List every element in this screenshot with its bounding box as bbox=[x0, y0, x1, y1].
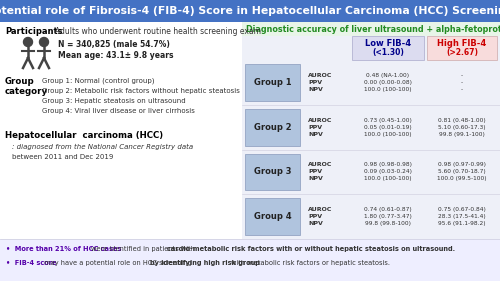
Text: N = 340,825 (male 54.7%): N = 340,825 (male 54.7%) bbox=[58, 40, 170, 49]
Circle shape bbox=[24, 37, 32, 46]
Text: AUROC: AUROC bbox=[308, 118, 332, 123]
Text: Group 2: Metabolic risk factors without hepatic steatosis: Group 2: Metabolic risk factors without … bbox=[42, 87, 240, 94]
Text: (>2.67): (>2.67) bbox=[446, 47, 478, 56]
Text: AUROC: AUROC bbox=[308, 162, 332, 167]
Bar bbox=[427, 36, 497, 60]
Text: Potential role of Fibrosis-4 (FIB-4) Score in Hepatocellular Carcinoma (HCC) Scr: Potential role of Fibrosis-4 (FIB-4) Sco… bbox=[0, 6, 500, 16]
Text: : diagnosed from the National Cancer Registry data: : diagnosed from the National Cancer Reg… bbox=[12, 144, 193, 150]
Bar bbox=[0, 0, 500, 22]
Text: 0.48 (NA-1.00): 0.48 (NA-1.00) bbox=[366, 73, 410, 78]
Text: Hepatocellular  carcinoma (HCC): Hepatocellular carcinoma (HCC) bbox=[5, 131, 163, 140]
Bar bbox=[245, 153, 300, 190]
Text: AUROC: AUROC bbox=[308, 207, 332, 212]
Text: Group 1: Normal (control group): Group 1: Normal (control group) bbox=[42, 77, 154, 83]
Text: Mean age: 43.1± 9.8 years: Mean age: 43.1± 9.8 years bbox=[58, 51, 174, 60]
Text: -: - bbox=[461, 87, 463, 92]
Text: NPV: NPV bbox=[308, 132, 323, 137]
Text: Group 1: Group 1 bbox=[254, 78, 292, 87]
Text: 0.00 (0.00-0.08): 0.00 (0.00-0.08) bbox=[364, 80, 412, 85]
Text: cardio-metabolic risk factors with or without hepatic steatosis on ultrasound.: cardio-metabolic risk factors with or wi… bbox=[167, 246, 456, 252]
Text: High FIB-4: High FIB-4 bbox=[438, 40, 486, 49]
Text: (<1.30): (<1.30) bbox=[372, 47, 404, 56]
Text: 99.8 (99.1-100): 99.8 (99.1-100) bbox=[439, 132, 485, 137]
Text: 95.6 (91.1-98.2): 95.6 (91.1-98.2) bbox=[438, 221, 486, 226]
Text: between 2011 and Dec 2019: between 2011 and Dec 2019 bbox=[12, 154, 114, 160]
Text: 0.05 (0.01-0.19): 0.05 (0.01-0.19) bbox=[364, 125, 412, 130]
Text: 1.80 (0.77-3.47): 1.80 (0.77-3.47) bbox=[364, 214, 412, 219]
Text: Participants: Participants bbox=[5, 28, 62, 37]
Text: 0.73 (0.45-1.00): 0.73 (0.45-1.00) bbox=[364, 118, 412, 123]
Text: 0.81 (0.48-1.00): 0.81 (0.48-1.00) bbox=[438, 118, 486, 123]
Bar bbox=[0, 239, 500, 281]
Text: 28.3 (17.5-41.4): 28.3 (17.5-41.4) bbox=[438, 214, 486, 219]
Text: 0.98 (0.97-0.99): 0.98 (0.97-0.99) bbox=[438, 162, 486, 167]
Text: Low FIB-4: Low FIB-4 bbox=[365, 40, 411, 49]
Text: Group 4: Viral liver disease or liver cirrhosis: Group 4: Viral liver disease or liver ci… bbox=[42, 108, 195, 114]
Text: Group 4: Group 4 bbox=[254, 212, 292, 221]
Text: -: - bbox=[461, 73, 463, 78]
Text: Group 3: Group 3 bbox=[254, 167, 291, 176]
Text: : Adults who underwent routine health screening exam: : Adults who underwent routine health sc… bbox=[50, 28, 261, 37]
Text: 0.75 (0.67-0.84): 0.75 (0.67-0.84) bbox=[438, 207, 486, 212]
Text: -: - bbox=[461, 80, 463, 85]
Bar bbox=[352, 36, 424, 60]
Text: category: category bbox=[5, 87, 48, 96]
Text: by identifying high risk group: by identifying high risk group bbox=[150, 260, 262, 266]
Text: Group: Group bbox=[5, 77, 35, 86]
Text: 0.98 (0.98-0.98): 0.98 (0.98-0.98) bbox=[364, 162, 412, 167]
Bar bbox=[242, 22, 500, 36]
Text: Group 3: Hepatic steatosis on ultrasound: Group 3: Hepatic steatosis on ultrasound bbox=[42, 98, 186, 104]
Circle shape bbox=[40, 37, 48, 46]
Bar bbox=[0, 22, 242, 239]
Bar bbox=[245, 64, 300, 101]
Text: NPV: NPV bbox=[308, 221, 323, 226]
Text: 5.10 (0.60-17.3): 5.10 (0.60-17.3) bbox=[438, 125, 486, 130]
Text: 100.0 (100-100): 100.0 (100-100) bbox=[364, 132, 412, 137]
Text: PPV: PPV bbox=[308, 80, 322, 85]
Text: PPV: PPV bbox=[308, 214, 322, 219]
Text: Diagnostic accuracy of liver ultrasound + alpha-fetoprotein on HCC: Diagnostic accuracy of liver ultrasound … bbox=[246, 24, 500, 33]
Text: 0.74 (0.61-0.87): 0.74 (0.61-0.87) bbox=[364, 207, 412, 212]
Text: with metabolic risk factors or hepatic steatosis.: with metabolic risk factors or hepatic s… bbox=[231, 260, 390, 266]
Text: PPV: PPV bbox=[308, 125, 322, 130]
Text: AUROC: AUROC bbox=[308, 73, 332, 78]
Text: •  FIB-4 score: • FIB-4 score bbox=[6, 260, 56, 266]
Text: 100.0 (100-100): 100.0 (100-100) bbox=[364, 87, 412, 92]
Text: were identified in patients with: were identified in patients with bbox=[91, 246, 197, 252]
Text: 0.09 (0.03-0.24): 0.09 (0.03-0.24) bbox=[364, 169, 412, 175]
Text: Group 2: Group 2 bbox=[254, 123, 292, 132]
Bar bbox=[242, 22, 500, 239]
Text: NPV: NPV bbox=[308, 176, 323, 181]
Text: PPV: PPV bbox=[308, 169, 322, 175]
Text: 100.0 (100-100): 100.0 (100-100) bbox=[364, 176, 412, 181]
Text: may have a potential role on HCC screening: may have a potential role on HCC screeni… bbox=[42, 260, 192, 266]
Text: 100.0 (99.5-100): 100.0 (99.5-100) bbox=[437, 176, 487, 181]
Text: NPV: NPV bbox=[308, 87, 323, 92]
Text: 99.8 (99.8-100): 99.8 (99.8-100) bbox=[365, 221, 411, 226]
Bar bbox=[245, 198, 300, 235]
Bar bbox=[245, 109, 300, 146]
Text: 5.60 (0.70-18.7): 5.60 (0.70-18.7) bbox=[438, 169, 486, 175]
Text: •  More than 21% of HCC cases: • More than 21% of HCC cases bbox=[6, 246, 124, 252]
